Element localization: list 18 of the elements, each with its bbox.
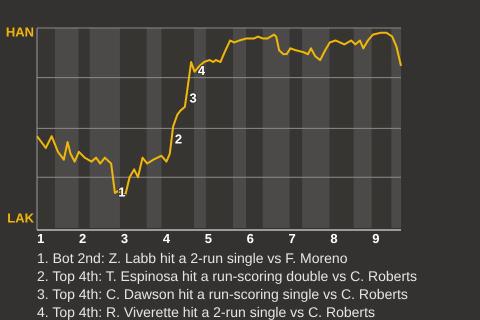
text: HAN <box>6 24 34 40</box>
x-tick-label: 8 <box>330 231 338 246</box>
annotation: 2 <box>174 132 182 147</box>
text: 2. Top 4th: T. Espinosa hit a run-scoring double vs C. Roberts <box>37 268 418 284</box>
x-tick-label: 4 <box>162 231 171 246</box>
x-tick-label: 9 <box>372 231 380 246</box>
x-tick-label: 5 <box>204 231 212 246</box>
text: 4. Top 4th: R. Viverette hit a 2-run single vs C. Roberts <box>37 304 375 320</box>
x-tick-label: 7 <box>288 231 296 246</box>
x-tick-label: 1 <box>37 231 44 246</box>
x-tick-label: 2 <box>79 231 86 246</box>
text: 1. Bot 2nd: Z. Labb hit a 2-run single vs F. Moreno <box>37 250 348 266</box>
text: LAK <box>7 210 35 226</box>
annotation: 3 <box>190 90 197 106</box>
x-tick-label: 3 <box>120 231 128 246</box>
x-tick-label: 6 <box>246 231 254 246</box>
annotation: 4 <box>198 63 206 78</box>
text: 3. Top 4th: C. Dawson hit a run-scoring single vs C. Roberts <box>37 286 408 302</box>
